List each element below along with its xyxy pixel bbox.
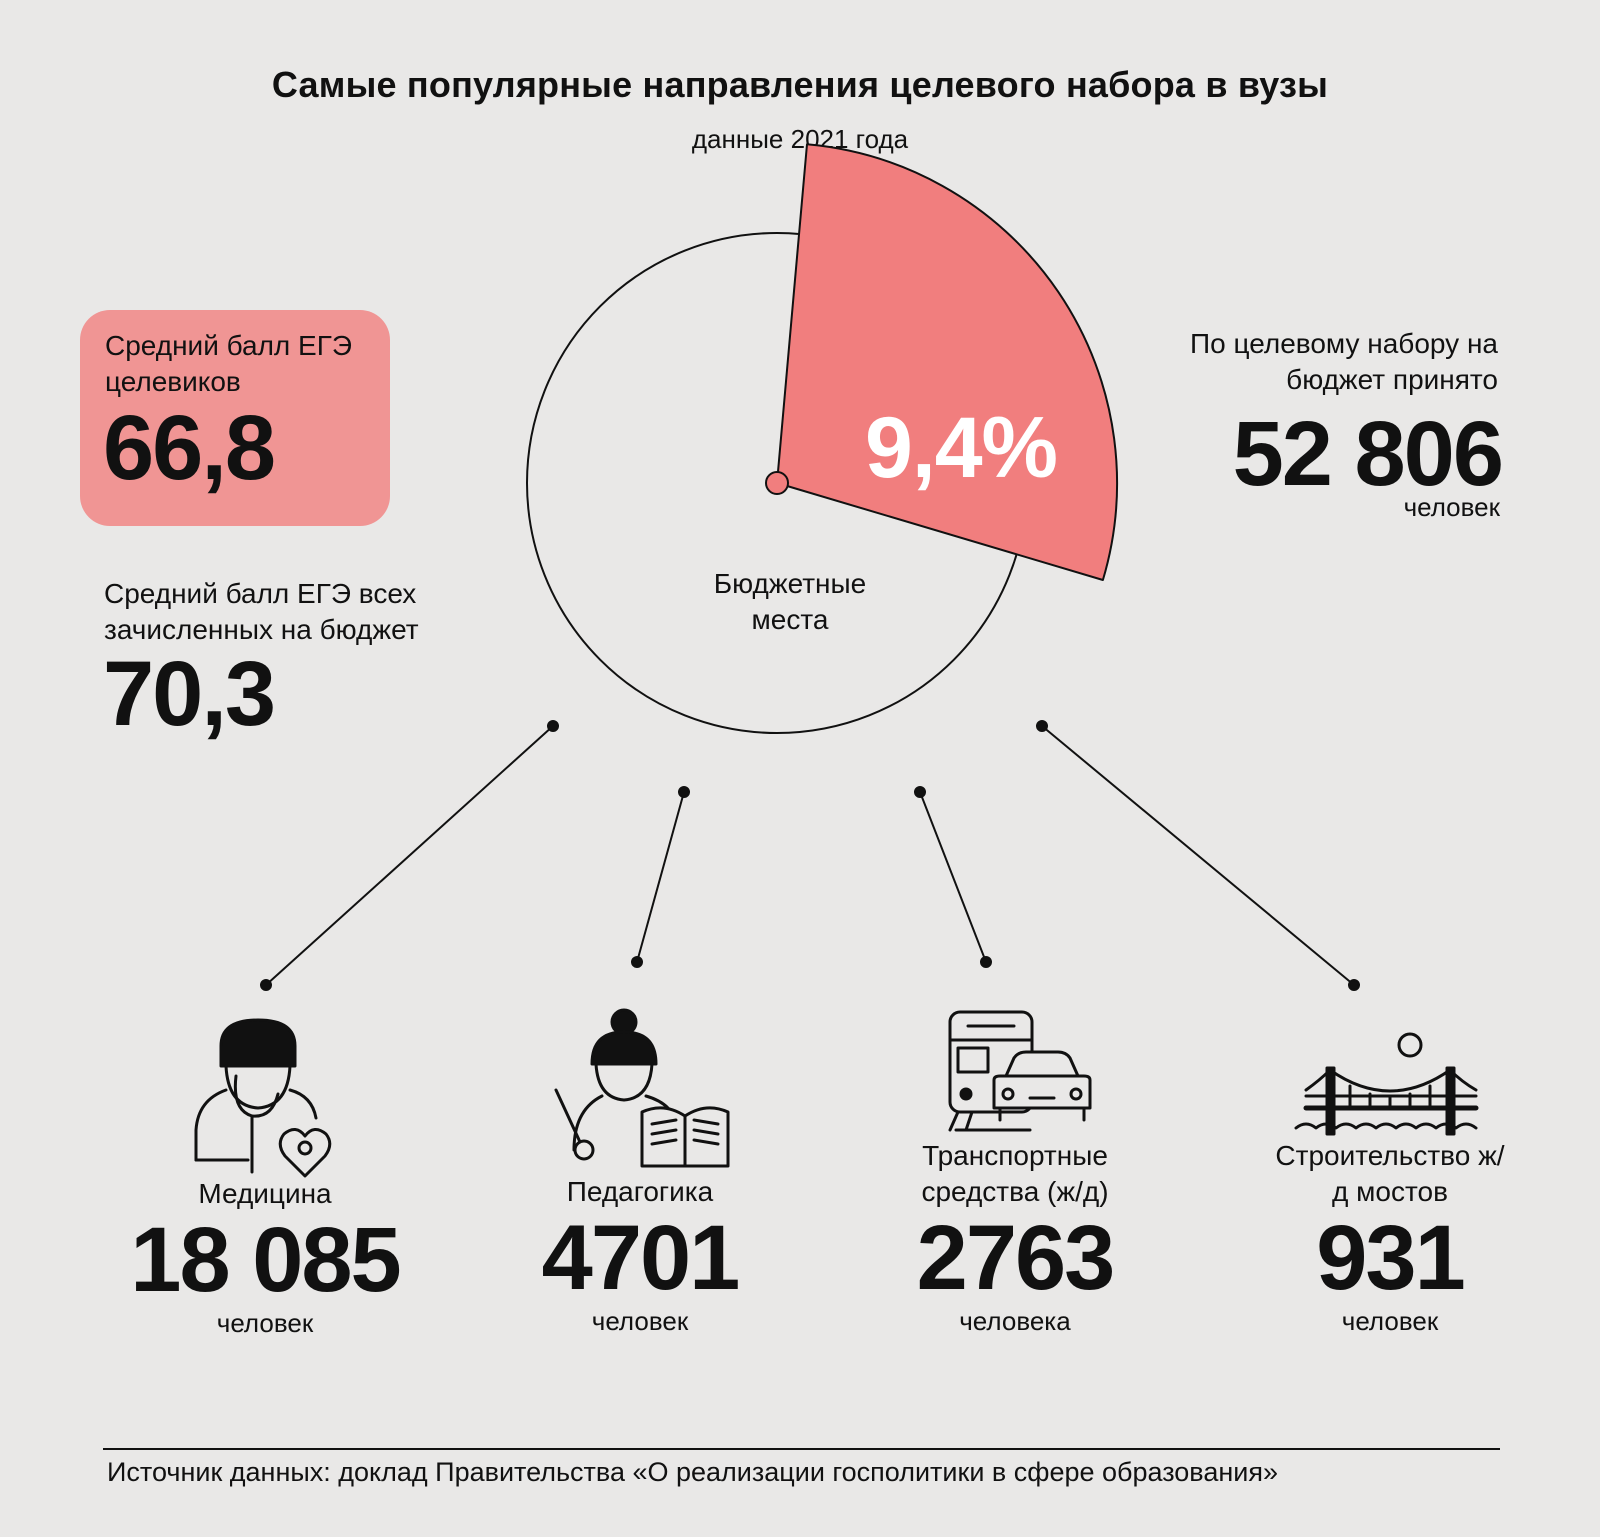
category-value: 2763: [916, 1207, 1116, 1309]
all-score-label: Средний балл ЕГЭ всех зачисленных на бюд…: [104, 578, 419, 645]
chart-title: Самые популярные направления целевого на…: [271, 64, 1329, 105]
category-bridges: Строительство ж/д мостов 931 человек: [1260, 1138, 1520, 1336]
pie-slice-target: [776, 143, 1118, 581]
category-unit: человек: [1341, 1306, 1439, 1336]
target-total-label: По целевому набору на бюджет принято: [1190, 328, 1498, 395]
pie-center-dot: [765, 471, 789, 495]
target-total-unit: человек: [1403, 492, 1500, 522]
category-transport: Транспортные средства (ж/д) 2763 человек…: [880, 1138, 1150, 1336]
category-name: Педагогика: [566, 1176, 714, 1207]
pie-center-label: Бюджетные места: [713, 568, 867, 635]
target-total-value: 52 806: [1232, 403, 1504, 505]
category-unit: человека: [959, 1306, 1071, 1336]
connector-lines: [260, 720, 1360, 991]
pie-slice-label: 9,4%: [865, 400, 1058, 496]
doctor-icon: [194, 1018, 332, 1178]
category-pedagogy: Педагогика 4701 человек: [520, 1174, 760, 1336]
category-value: 4701: [541, 1207, 741, 1309]
chart-subtitle: данные 2021 года: [691, 124, 909, 154]
category-unit: человек: [591, 1306, 689, 1336]
source-divider: [103, 1448, 1500, 1450]
category-name: Строительство ж/д мостов: [1275, 1140, 1505, 1207]
source-note: Источник данных: доклад Правительства «О…: [107, 1457, 1278, 1487]
category-unit: человек: [216, 1308, 314, 1338]
category-value: 931: [1316, 1207, 1466, 1309]
all-score-value: 70,3: [103, 643, 276, 745]
teacher-icon: [554, 1008, 730, 1168]
bridge-icon: [1294, 1032, 1479, 1136]
category-medicine: Медицина 18 085 человек: [105, 1176, 425, 1338]
target-score-card: [80, 310, 390, 526]
category-name: Медицина: [198, 1178, 332, 1209]
category-value: 18 085: [130, 1209, 401, 1311]
transport-icon: [948, 1010, 1092, 1132]
target-score-value: 66,8: [103, 397, 276, 499]
category-name: Транспортные средства (ж/д): [921, 1140, 1109, 1207]
target-score-label: Средний балл ЕГЭ целевиков: [105, 330, 352, 397]
